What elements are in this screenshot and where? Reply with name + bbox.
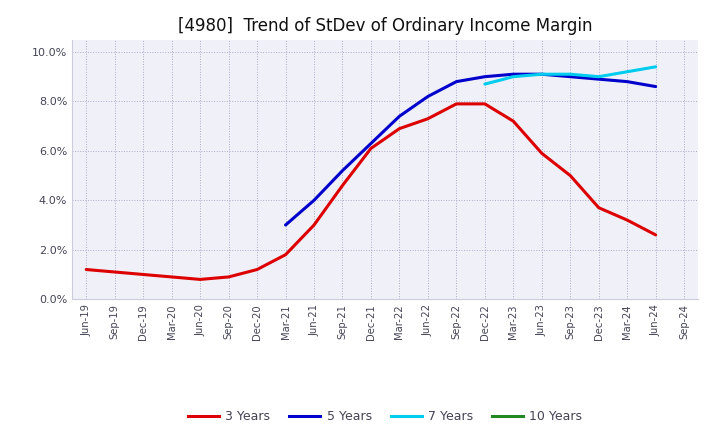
Title: [4980]  Trend of StDev of Ordinary Income Margin: [4980] Trend of StDev of Ordinary Income…: [178, 17, 593, 35]
Legend: 3 Years, 5 Years, 7 Years, 10 Years: 3 Years, 5 Years, 7 Years, 10 Years: [183, 405, 588, 428]
